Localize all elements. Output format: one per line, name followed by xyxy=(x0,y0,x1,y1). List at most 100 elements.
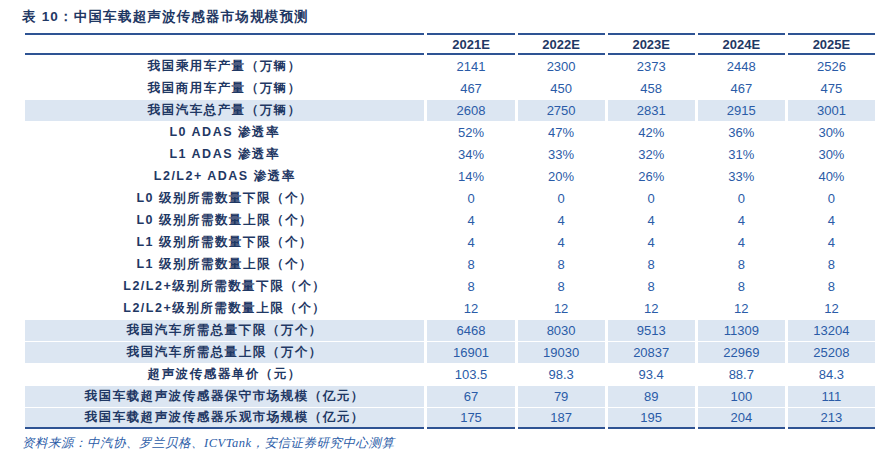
table-row: L2/L2+ ADAS 渗透率 14% 20% 26% 33% 40% xyxy=(25,165,875,187)
table-row: 我国车载超声波传感器保守市场规模（亿元） 67 79 89 100 111 xyxy=(25,385,875,407)
cell-value: 13204 xyxy=(788,319,875,341)
row-label: 我国乘用车产量（万辆） xyxy=(25,55,424,77)
cell-value: 67 xyxy=(427,385,514,407)
cell-value: 40% xyxy=(788,165,875,187)
cell-value: 19030 xyxy=(518,341,605,363)
cell-value: 8 xyxy=(518,275,605,297)
cell-value: 2750 xyxy=(518,99,605,121)
cell-value: 16901 xyxy=(427,341,514,363)
row-label: L0 ADAS 渗透率 xyxy=(25,121,424,143)
cell-value: 33% xyxy=(698,165,785,187)
row-label: L1 级别所需数量下限（个） xyxy=(25,231,424,253)
cell-value: 9513 xyxy=(608,319,695,341)
table-row: L2/L2+级别所需数量上限（个） 12 12 12 12 12 xyxy=(25,297,875,319)
cell-value: 4 xyxy=(698,209,785,231)
column-header-2025e: 2025E xyxy=(788,33,875,55)
forecast-table: 2021E 2022E 2023E 2024E 2025E 我国乘用车产量（万辆… xyxy=(22,33,878,429)
cell-value: 12 xyxy=(788,297,875,319)
cell-value: 204 xyxy=(698,407,785,429)
cell-value: 8 xyxy=(698,275,785,297)
table-title: 表 10：中国车载超声波传感器市场规模预测 xyxy=(22,8,877,26)
cell-value: 93.4 xyxy=(608,363,695,385)
column-header-2022e: 2022E xyxy=(518,33,605,55)
cell-value: 450 xyxy=(518,77,605,99)
cell-value: 2300 xyxy=(518,55,605,77)
cell-value: 36% xyxy=(698,121,785,143)
cell-value: 8 xyxy=(698,253,785,275)
cell-value: 8 xyxy=(788,275,875,297)
cell-value: 3001 xyxy=(788,99,875,121)
row-label: 我国车载超声波传感器乐观市场规模（亿元） xyxy=(25,407,424,429)
cell-value: 0 xyxy=(698,187,785,209)
cell-value: 12 xyxy=(698,297,785,319)
cell-value: 8 xyxy=(518,253,605,275)
cell-value: 79 xyxy=(518,385,605,407)
table-header: 2021E 2022E 2023E 2024E 2025E xyxy=(25,33,875,55)
cell-value: 6468 xyxy=(427,319,514,341)
cell-value: 12 xyxy=(427,297,514,319)
cell-value: 0 xyxy=(518,187,605,209)
cell-value: 8 xyxy=(608,253,695,275)
row-label: 我国车载超声波传感器保守市场规模（亿元） xyxy=(25,385,424,407)
table-row: L0 级别所需数量下限（个） 0 0 0 0 0 xyxy=(25,187,875,209)
table-row: 超声波传感器单价（元） 103.5 98.3 93.4 88.7 84.3 xyxy=(25,363,875,385)
table-row: 我国汽车所需总量下限（万个） 6468 8030 9513 11309 1320… xyxy=(25,319,875,341)
row-label: 我国商用车产量（万辆） xyxy=(25,77,424,99)
cell-value: 187 xyxy=(518,407,605,429)
cell-value: 2141 xyxy=(427,55,514,77)
header-row: 2021E 2022E 2023E 2024E 2025E xyxy=(25,33,875,55)
cell-value: 52% xyxy=(427,121,514,143)
row-label: L2/L2+级别所需数量上限（个） xyxy=(25,297,424,319)
cell-value: 2373 xyxy=(608,55,695,77)
cell-value: 467 xyxy=(427,77,514,99)
cell-value: 8030 xyxy=(518,319,605,341)
cell-value: 2448 xyxy=(698,55,785,77)
cell-value: 4 xyxy=(788,231,875,253)
cell-value: 26% xyxy=(608,165,695,187)
cell-value: 11309 xyxy=(698,319,785,341)
cell-value: 8 xyxy=(788,253,875,275)
table-row: L1 级别所需数量下限（个） 4 4 4 4 4 xyxy=(25,231,875,253)
column-header-2021e: 2021E xyxy=(427,33,514,55)
cell-value: 8 xyxy=(608,275,695,297)
row-label: 超声波传感器单价（元） xyxy=(25,363,424,385)
cell-value: 98.3 xyxy=(518,363,605,385)
table-body: 我国乘用车产量（万辆） 2141 2300 2373 2448 2526 我国商… xyxy=(25,55,875,429)
cell-value: 12 xyxy=(518,297,605,319)
cell-value: 213 xyxy=(788,407,875,429)
table-row: L0 ADAS 渗透率 52% 47% 42% 36% 30% xyxy=(25,121,875,143)
row-label: L0 级别所需数量上限（个） xyxy=(25,209,424,231)
cell-value: 25208 xyxy=(788,341,875,363)
table-row: L0 级别所需数量上限（个） 4 4 4 4 4 xyxy=(25,209,875,231)
source-note: 资料来源：中汽协、罗兰贝格、ICVTank，安信证券研究中心测算 xyxy=(22,435,877,452)
cell-value: 0 xyxy=(788,187,875,209)
cell-value: 22969 xyxy=(698,341,785,363)
table-row: 我国汽车所需总量上限（万个） 16901 19030 20837 22969 2… xyxy=(25,341,875,363)
cell-value: 8 xyxy=(427,253,514,275)
table-row: 我国乘用车产量（万辆） 2141 2300 2373 2448 2526 xyxy=(25,55,875,77)
cell-value: 12 xyxy=(608,297,695,319)
cell-value: 2526 xyxy=(788,55,875,77)
report-table-section: 表 10：中国车载超声波传感器市场规模预测 2021E 2022E 2023E … xyxy=(0,0,888,452)
cell-value: 0 xyxy=(427,187,514,209)
cell-value: 4 xyxy=(698,231,785,253)
cell-value: 47% xyxy=(518,121,605,143)
table-row: L1 级别所需数量上限（个） 8 8 8 8 8 xyxy=(25,253,875,275)
cell-value: 31% xyxy=(698,143,785,165)
label-column-header xyxy=(25,33,424,55)
cell-value: 89 xyxy=(608,385,695,407)
cell-value: 4 xyxy=(427,231,514,253)
cell-value: 4 xyxy=(427,209,514,231)
cell-value: 103.5 xyxy=(427,363,514,385)
cell-value: 467 xyxy=(698,77,785,99)
cell-value: 8 xyxy=(427,275,514,297)
cell-value: 88.7 xyxy=(698,363,785,385)
row-label: L0 级别所需数量下限（个） xyxy=(25,187,424,209)
cell-value: 195 xyxy=(608,407,695,429)
cell-value: 111 xyxy=(788,385,875,407)
row-label: L2/L2+级别所需数量下限（个） xyxy=(25,275,424,297)
row-label: L2/L2+ ADAS 渗透率 xyxy=(25,165,424,187)
table-row: 我国车载超声波传感器乐观市场规模（亿元） 175 187 195 204 213 xyxy=(25,407,875,429)
table-row: L1 ADAS 渗透率 34% 33% 32% 31% 30% xyxy=(25,143,875,165)
cell-value: 175 xyxy=(427,407,514,429)
